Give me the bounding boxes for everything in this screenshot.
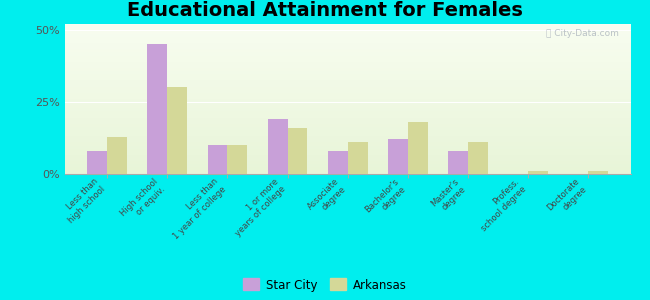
Legend: Star City, Arkansas: Star City, Arkansas [240,276,410,294]
Text: Less than
high school: Less than high school [59,177,107,225]
Text: ⓘ City-Data.com: ⓘ City-Data.com [546,28,619,38]
Text: High school
or equiv.: High school or equiv. [119,177,167,226]
Text: Associate
degree: Associate degree [306,177,348,219]
Text: Less than
1 year of college: Less than 1 year of college [164,177,228,241]
Text: Educational Attainment for Females: Educational Attainment for Females [127,2,523,20]
Text: 1 or more
years of college: 1 or more years of college [226,177,287,238]
Bar [148,44,167,174]
Bar [468,142,488,174]
Bar [448,151,468,174]
Bar [588,171,608,174]
Text: Bachelor's
degree: Bachelor's degree [363,177,408,222]
Bar [528,171,548,174]
Text: Doctorate
degree: Doctorate degree [545,177,588,220]
Bar [348,142,368,174]
Bar [227,145,247,174]
Bar [408,122,428,174]
Text: Profess.
school degree: Profess. school degree [473,177,528,233]
Bar [167,88,187,174]
Bar [107,136,127,174]
Bar [328,151,348,174]
Text: Master's
degree: Master's degree [430,177,468,216]
Bar [207,145,227,174]
Bar [87,151,107,174]
Bar [268,119,287,174]
Bar [287,128,307,174]
Bar [388,140,408,174]
